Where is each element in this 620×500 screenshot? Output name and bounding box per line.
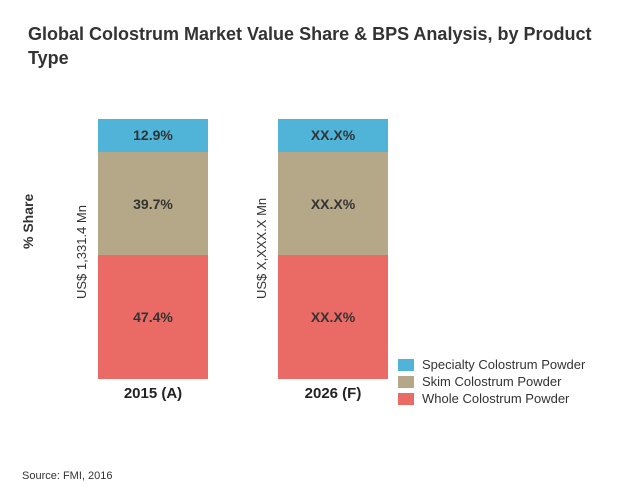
segment-value: XX.X% — [311, 196, 355, 212]
segment-value: 12.9% — [133, 127, 173, 143]
legend-label: Specialty Colostrum Powder — [422, 357, 585, 372]
legend-item-specialty: Specialty Colostrum Powder — [398, 357, 608, 372]
segment-specialty: 12.9% — [98, 119, 208, 153]
chart-container: Global Colostrum Market Value Share & BP… — [0, 0, 620, 500]
legend-item-whole: Whole Colostrum Powder — [398, 391, 608, 406]
legend-label: Skim Colostrum Powder — [422, 374, 561, 389]
legend-swatch — [398, 393, 414, 405]
legend-swatch — [398, 376, 414, 388]
bar-group-2026: US$ X,XXX.X Mn XX.X% XX.X% XX.X% — [268, 89, 398, 379]
legend-label: Whole Colostrum Powder — [422, 391, 569, 406]
stacked-bar: 12.9% 39.7% 47.4% — [98, 119, 208, 379]
legend: Specialty Colostrum Powder Skim Colostru… — [398, 355, 608, 408]
segment-value: 47.4% — [133, 309, 173, 325]
legend-item-skim: Skim Colostrum Powder — [398, 374, 608, 389]
chart-title: Global Colostrum Market Value Share & BP… — [28, 22, 602, 71]
segment-whole: 47.4% — [98, 255, 208, 378]
legend-swatch — [398, 359, 414, 371]
bar-group-2015: US$ 1,331.4 Mn 12.9% 39.7% 47.4% — [88, 89, 218, 379]
bar-total-label: US$ X,XXX.X Mn — [254, 197, 269, 298]
y-axis-label: % Share — [20, 193, 36, 248]
bar-total-label: US$ 1,331.4 Mn — [74, 205, 89, 299]
x-axis-label: 2026 (F) — [268, 385, 398, 409]
segment-skim: 39.7% — [98, 152, 208, 255]
segment-whole: XX.X% — [278, 255, 388, 378]
x-axis-labels: 2015 (A) 2026 (F) — [88, 385, 398, 409]
source-text: Source: FMI, 2016 — [22, 470, 113, 482]
bars-wrap: US$ 1,331.4 Mn 12.9% 39.7% 47.4% US$ X,X… — [88, 89, 398, 379]
segment-skim: XX.X% — [278, 152, 388, 255]
segment-value: XX.X% — [311, 127, 355, 143]
segment-value: XX.X% — [311, 309, 355, 325]
stacked-bar: XX.X% XX.X% XX.X% — [278, 119, 388, 379]
segment-value: 39.7% — [133, 196, 173, 212]
segment-specialty: XX.X% — [278, 119, 388, 153]
x-axis-label: 2015 (A) — [88, 385, 218, 409]
